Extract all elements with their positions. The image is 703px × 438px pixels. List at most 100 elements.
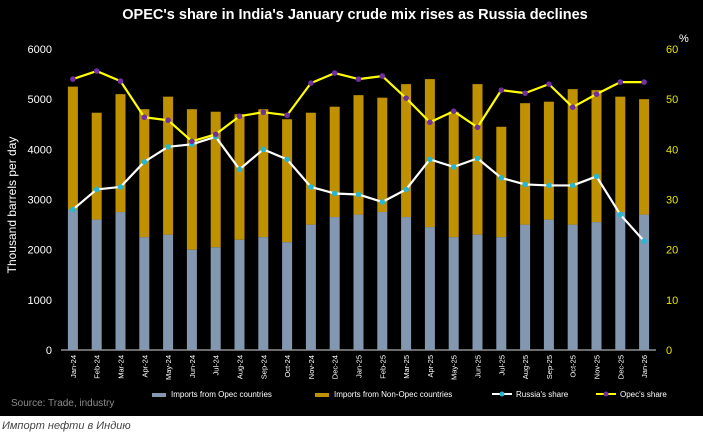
bar-non-opec: [91, 112, 102, 220]
bar-non-opec: [305, 112, 316, 225]
y2-axis-unit: %: [679, 33, 689, 45]
bar-opec: [353, 214, 364, 350]
bar-non-opec: [591, 90, 602, 223]
x-tick-label: Jun-25: [474, 355, 483, 378]
bar-non-opec: [567, 89, 578, 225]
legend-label-opec: Imports from Opec countries: [171, 390, 272, 399]
x-tick-label: Oct-25: [569, 355, 578, 378]
x-tick-label: Nov-24: [307, 355, 316, 379]
bar-opec: [520, 224, 531, 350]
y-tick-label: 3000: [28, 195, 52, 207]
opec-share-point: [308, 80, 314, 86]
russia-share-point: [141, 159, 148, 165]
bar-non-opec: [234, 114, 245, 240]
x-tick-label: Aug-24: [236, 355, 245, 379]
russia-share-point: [93, 186, 100, 193]
bar-opec: [424, 227, 435, 350]
bar-non-opec: [448, 111, 459, 238]
opec-share-point: [212, 131, 219, 138]
opec-share-point: [165, 117, 171, 124]
bar-non-opec: [615, 96, 626, 213]
y2-tick-label: 20: [666, 245, 678, 257]
opec-share-point: [641, 79, 647, 85]
opec-share-point: [117, 78, 124, 84]
bar-opec: [329, 217, 340, 350]
x-tick-label: Jan-24: [69, 355, 78, 378]
y2-tick-label: 60: [666, 44, 678, 56]
x-tick-label: Jun-24: [188, 355, 197, 378]
x-tick-label: Jul-24: [212, 355, 221, 375]
x-tick-label: Feb-24: [93, 355, 102, 379]
legend-label-opec-share: Opec's share: [620, 390, 667, 399]
russia-share-point: [165, 144, 171, 150]
x-tick-label: Feb-25: [378, 355, 387, 379]
opec-share-point: [189, 138, 195, 145]
russia-share-point: [331, 190, 338, 197]
opec-share-point: [379, 73, 386, 79]
y2-tick-label: 10: [666, 295, 678, 307]
y2-tick-label: 30: [666, 195, 678, 207]
x-tick-label: Jan-26: [640, 355, 649, 378]
opec-share-point: [474, 124, 481, 131]
bar-non-opec: [424, 79, 435, 228]
bar-non-opec: [115, 94, 126, 213]
y-tick-label: 2000: [28, 245, 52, 257]
bar-non-opec: [282, 119, 293, 243]
opec-share-point: [427, 119, 433, 126]
x-tick-label: Aug-25: [521, 355, 530, 379]
bar-opec: [282, 242, 293, 350]
bar-opec: [139, 237, 150, 350]
bar-non-opec: [67, 86, 78, 210]
x-tick-label: Apr-24: [140, 355, 149, 378]
opec-share-point: [93, 68, 100, 74]
bar-non-opec: [377, 97, 388, 213]
russia-share-point: [641, 238, 647, 244]
russia-share-point: [284, 156, 290, 163]
russia-share-point: [260, 146, 267, 153]
crude-mix-chart: OPEC's share in India's January crude mi…: [5, 7, 689, 399]
opec-share-point: [498, 87, 505, 93]
bar-opec: [496, 237, 507, 350]
bar-opec: [448, 237, 459, 350]
bar-non-opec: [258, 109, 269, 238]
bar-non-opec: [401, 84, 412, 218]
bar-opec: [258, 237, 269, 350]
opec-share-point: [403, 95, 409, 101]
opec-share-point: [355, 76, 362, 82]
y-tick-label: 0: [46, 345, 52, 357]
x-tick-label: Mar-25: [402, 355, 411, 379]
y-axis-label: Thousand barrels per day: [5, 137, 19, 274]
bar-opec: [210, 247, 221, 350]
x-tick-label: Sep-24: [259, 355, 268, 379]
russia-share-point: [70, 206, 76, 213]
russia-share-point: [117, 184, 124, 190]
image-caption: Импорт нефти в Индию: [2, 420, 131, 432]
russia-share-point: [522, 181, 528, 188]
bar-opec: [91, 219, 102, 350]
y-tick-label: 5000: [28, 94, 52, 106]
y2-tick-label: 0: [666, 345, 672, 357]
bar-opec: [186, 249, 197, 350]
bar-non-opec: [639, 99, 650, 215]
opec-share-point: [593, 91, 600, 97]
legend-marker-opec-share: [603, 391, 609, 397]
bar-opec: [543, 219, 554, 350]
y-tick-label: 4000: [28, 144, 52, 156]
legend-marker-russia: [499, 391, 505, 397]
russia-share-point: [308, 184, 314, 190]
bar-opec: [377, 212, 388, 350]
y2-tick-label: 40: [666, 144, 678, 156]
opec-share-point: [546, 81, 552, 87]
russia-share-point: [355, 191, 362, 198]
bar-opec: [639, 214, 650, 350]
legend-label-russia: Russia's share: [516, 390, 569, 399]
opec-share-point: [331, 70, 338, 76]
bar-non-opec: [496, 126, 507, 238]
russia-share-point: [450, 164, 457, 170]
y-tick-label: 6000: [28, 44, 52, 56]
bar-non-opec: [353, 95, 364, 215]
x-tick-label: Apr-25: [426, 355, 435, 378]
russia-share-point: [593, 173, 600, 180]
bar-opec: [67, 209, 78, 350]
russia-share-point: [498, 175, 505, 181]
